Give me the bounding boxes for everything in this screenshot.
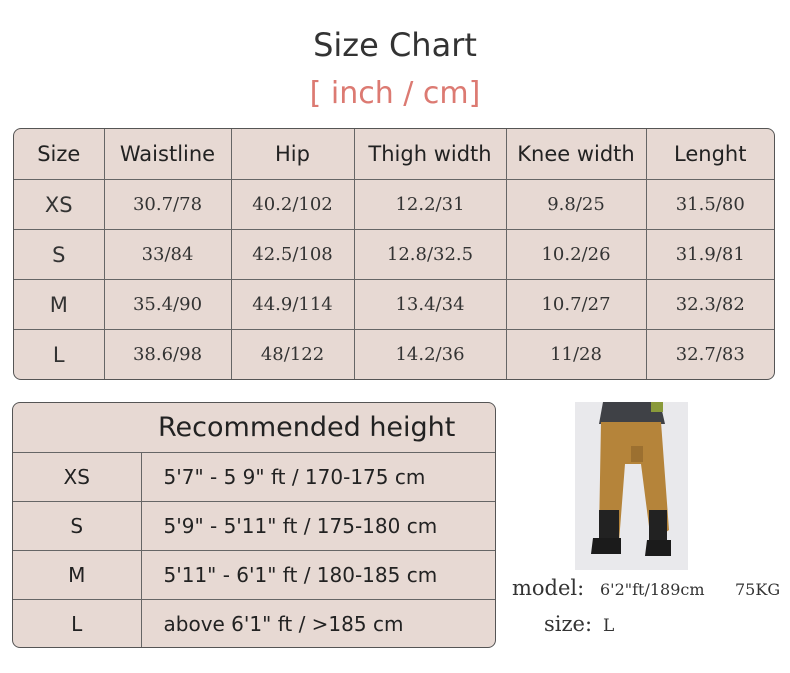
table-row: M 5'11" - 6'1" ft / 180-185 cm xyxy=(13,550,495,600)
cell: 13.4/34 xyxy=(353,279,507,330)
table: Size Waistline Hip Thigh width Knee width Len… xyxy=(14,129,774,379)
size-cell: XS xyxy=(14,179,105,230)
column-header: Waistline xyxy=(103,129,232,180)
model-label: model: xyxy=(512,576,585,600)
cell: 32.7/83 xyxy=(645,329,774,379)
size-label: size: xyxy=(544,612,593,636)
column-header: Thigh width xyxy=(353,129,507,180)
cell: 44.9/114 xyxy=(230,279,355,330)
column-header: Knee width xyxy=(505,129,647,180)
cell: 10.7/27 xyxy=(505,279,647,330)
height-cell: 5'11" - 6'1" ft / 180-185 cm xyxy=(140,550,495,600)
size-table: Size Waistline Hip Thigh width Knee width Len… xyxy=(13,128,775,380)
cell: 14.2/36 xyxy=(353,329,507,379)
cell: 30.7/78 xyxy=(103,179,232,230)
cell: 40.2/102 xyxy=(230,179,355,230)
column-header: Size xyxy=(14,129,105,180)
table-row: M 35.4/90 44.9/114 13.4/34 10.7/27 32.3/82 xyxy=(14,279,774,330)
title: Size Chart xyxy=(313,26,477,64)
cell: 9.8/25 xyxy=(505,179,647,230)
cell: 33/84 xyxy=(103,229,232,280)
header-cell: Recommended height xyxy=(13,403,495,453)
cell: 12.2/31 xyxy=(353,179,507,230)
size-cell: XS xyxy=(13,452,142,502)
cell: 42.5/108 xyxy=(230,229,355,280)
column-header: Hip xyxy=(230,129,355,180)
size-cell: M xyxy=(13,550,142,600)
size-cell: S xyxy=(14,229,105,280)
cell: 31.5/80 xyxy=(645,179,774,230)
size-cell: L xyxy=(14,329,105,379)
table-row: L 38.6/98 48/122 14.2/36 11/28 32.7/83 xyxy=(14,329,774,379)
column-header: Lenght xyxy=(645,129,774,180)
height-cell: 5'7" - 5 9" ft / 170-175 cm xyxy=(140,452,495,502)
cell: 11/28 xyxy=(505,329,647,379)
header-row: Size Waistline Hip Thigh width Knee width Len… xyxy=(14,129,774,180)
model-weight: 75KG xyxy=(735,580,781,599)
cell: 35.4/90 xyxy=(103,279,232,330)
cell: 12.8/32.5 xyxy=(353,229,507,280)
cell: 48/122 xyxy=(230,329,355,379)
header-row: Recommended height xyxy=(13,403,495,453)
height-cell: 5'9" - 5'11" ft / 175-180 cm xyxy=(140,501,495,551)
size-cell: S xyxy=(13,501,142,551)
height-table: Recommended height XS 5'7" - 5 9" ft / 170… xyxy=(12,402,496,648)
model-photo xyxy=(575,402,688,570)
table-row: XS 5'7" - 5 9" ft / 170-175 cm xyxy=(13,452,495,502)
table: Recommended height XS 5'7" - 5 9" ft / 170… xyxy=(13,403,495,647)
model-height: 6'2"ft/189cm xyxy=(600,580,705,599)
cell: 38.6/98 xyxy=(103,329,232,379)
table-row: S 5'9" - 5'11" ft / 175-180 cm xyxy=(13,501,495,551)
cell: 31.9/81 xyxy=(645,229,774,280)
table-row: S 33/84 42.5/108 12.8/32.5 10.2/26 31.9/81 xyxy=(14,229,774,280)
subtitle: [ inch / cm] xyxy=(309,76,481,111)
table-row: XS 30.7/78 40.2/102 12.2/31 9.8/25 31.5/80 xyxy=(14,179,774,230)
cell: 10.2/26 xyxy=(505,229,647,280)
size-cell: M xyxy=(14,279,105,330)
size-cell: L xyxy=(13,599,142,647)
height-cell: above 6'1" ft / >185 cm xyxy=(140,599,495,647)
cell: 32.3/82 xyxy=(645,279,774,330)
model-size: L xyxy=(603,616,615,636)
